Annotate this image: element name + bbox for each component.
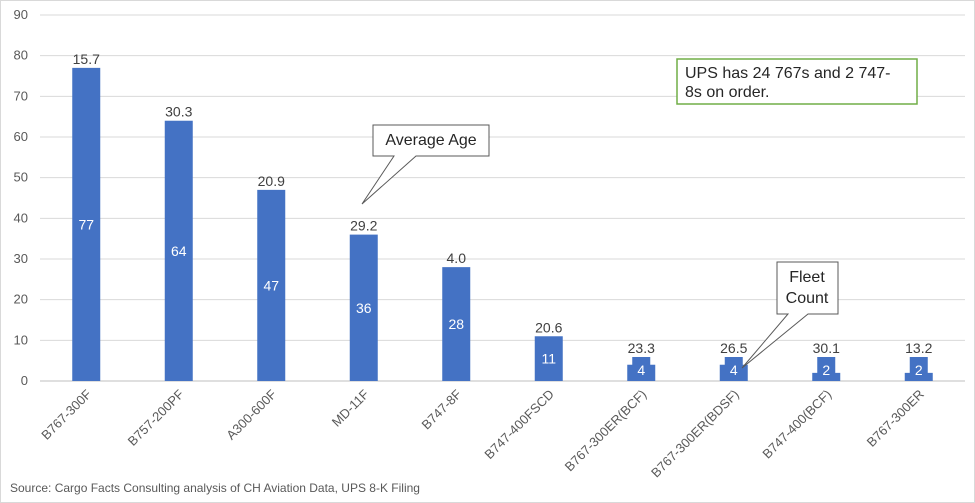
average-age-label: 4.0 <box>447 250 467 266</box>
y-tick-label: 40 <box>14 210 28 225</box>
y-tick-label: 20 <box>14 292 28 307</box>
bar <box>349 234 378 381</box>
average-age-label: 23.3 <box>628 340 655 356</box>
fleet-count-label: 77 <box>78 216 94 232</box>
average-age-label: 13.2 <box>905 340 932 356</box>
fleet-count-label: 47 <box>263 277 279 293</box>
average-age-callout-text: Average Age <box>385 132 476 149</box>
average-age-label: 20.6 <box>535 319 562 335</box>
average-age-callout: Average Age <box>361 124 490 205</box>
bar <box>164 120 193 381</box>
average-age-label: 20.9 <box>258 173 285 189</box>
bars-group: 77 15.7 64 30.3 47 20.9 36 29.2 28 4.0 11 20.6 4 23.3… <box>72 51 933 381</box>
fleet-count-label-box <box>632 357 651 381</box>
order-note-box <box>676 58 918 105</box>
y-axis: 0 10 20 30 40 50 60 70 80 90 <box>14 7 28 388</box>
average-age-label: 30.1 <box>813 340 840 356</box>
order-note: UPS has 24 767s and 2 747- 8s on order. <box>676 58 918 105</box>
y-tick-label: 80 <box>14 48 28 63</box>
average-age-label: 30.3 <box>165 104 192 120</box>
fleet-count-label: 4 <box>730 362 738 378</box>
fleet-count-label-box <box>724 357 743 381</box>
fleet-count-callout-line1: Fleet <box>789 269 825 286</box>
fleet-count-label-box <box>817 357 836 381</box>
bar <box>534 336 563 381</box>
fleet-count-callout: Fleet Count <box>741 261 839 369</box>
y-tick-label: 50 <box>14 170 28 185</box>
average-age-label: 26.5 <box>720 340 747 356</box>
fleet-count-label: 36 <box>356 300 372 316</box>
order-note-line1: UPS has 24 767s and 2 747- <box>685 65 890 82</box>
fleet-count-label: 2 <box>822 362 830 378</box>
fleet-count-label: 4 <box>637 362 645 378</box>
gridlines <box>40 14 965 382</box>
bar <box>257 189 286 381</box>
fleet-count-label: 28 <box>448 316 464 332</box>
order-note-line2: 8s on order. <box>685 84 770 101</box>
bar <box>72 67 101 381</box>
y-tick-label: 10 <box>14 332 28 347</box>
average-age-label: 29.2 <box>350 218 377 234</box>
y-tick-label: 30 <box>14 251 28 266</box>
average-age-callout-shape <box>361 124 490 205</box>
source-note: Source: Cargo Facts Consulting analysis … <box>10 481 420 495</box>
bar <box>442 267 471 381</box>
fleet-count-label-box <box>909 357 928 381</box>
fleet-count-label: 64 <box>171 243 187 259</box>
fleet-count-label: 2 <box>915 362 923 378</box>
fleet-count-label: 11 <box>541 351 556 367</box>
fleet-count-callout-shape <box>741 261 839 369</box>
y-tick-label: 60 <box>14 129 28 144</box>
average-age-label: 15.7 <box>73 51 100 67</box>
y-tick-label: 90 <box>14 7 28 22</box>
y-tick-label: 70 <box>14 88 28 103</box>
y-tick-label: 0 <box>21 373 28 388</box>
fleet-count-callout-line2: Count <box>786 290 829 307</box>
